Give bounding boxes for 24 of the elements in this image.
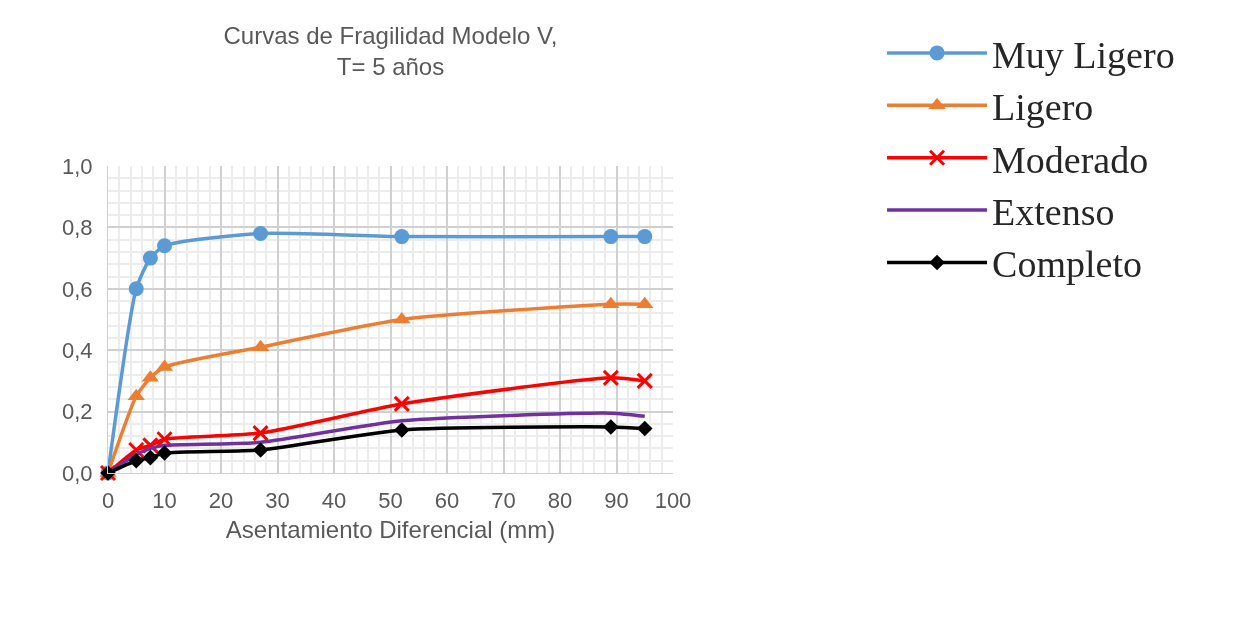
x-tick-label: 60 bbox=[434, 488, 460, 514]
legend-label: Ligero bbox=[992, 86, 1094, 129]
legend-label: Completo bbox=[992, 243, 1142, 286]
x-tick-label: 40 bbox=[321, 488, 347, 514]
x-tick-label: 50 bbox=[378, 488, 403, 514]
chart-title: Curvas de Fragilidad Modelo V, T= 5 años bbox=[223, 21, 558, 80]
x-tick-label: 10 bbox=[152, 488, 177, 514]
y-tick-label: 0,8 bbox=[62, 215, 93, 241]
x-axis-title: Asentamiento Diferencial (mm) bbox=[225, 515, 556, 543]
legend-label: Muy Ligero bbox=[992, 33, 1175, 76]
y-tick-label: 0,4 bbox=[62, 337, 93, 363]
y-tick-label: 0,6 bbox=[62, 276, 93, 302]
y-tick-label: 1,0 bbox=[62, 153, 93, 179]
y-tick-label: 0,0 bbox=[62, 460, 93, 486]
x-tick-label: 30 bbox=[265, 488, 290, 514]
x-tick-label: 80 bbox=[547, 488, 573, 514]
x-tick-label: 0 bbox=[101, 488, 115, 514]
x-tick-label: 20 bbox=[208, 488, 234, 514]
legend-label: Moderado bbox=[992, 138, 1149, 181]
legend-label: Extenso bbox=[992, 190, 1115, 233]
x-tick-label: 100 bbox=[654, 488, 692, 514]
y-tick-label: 0,2 bbox=[62, 399, 93, 425]
x-tick-label: 90 bbox=[604, 488, 629, 514]
x-tick-label: 70 bbox=[491, 488, 516, 514]
